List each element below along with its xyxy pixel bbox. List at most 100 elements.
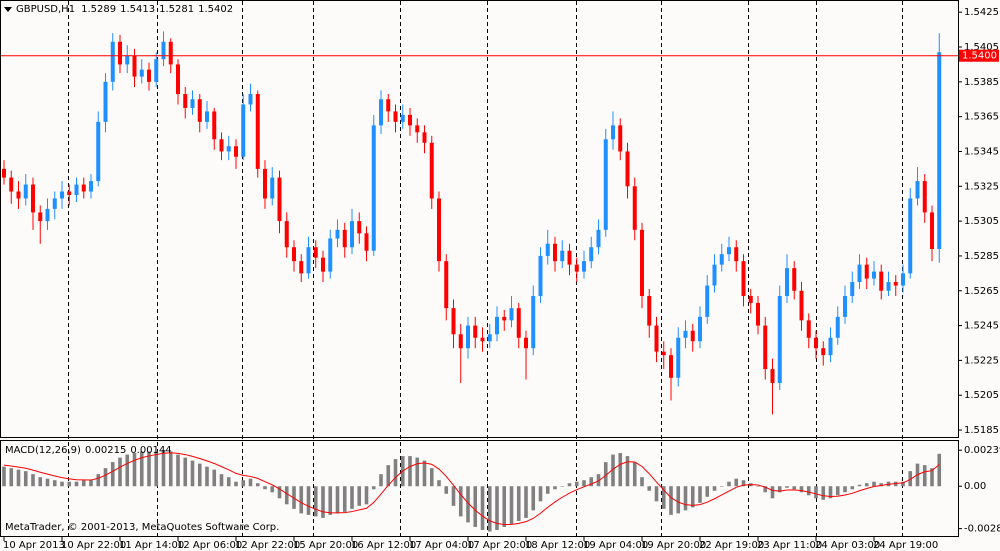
- high-value: 1.5413: [120, 4, 155, 15]
- macd-bar: [799, 486, 804, 493]
- macd-bar: [451, 486, 456, 506]
- macd-bar: [531, 486, 536, 511]
- macd-panel-border: [0, 440, 959, 537]
- macd-bar: [437, 480, 441, 487]
- candle-body: [277, 177, 282, 222]
- candle-body: [197, 99, 202, 122]
- macd-bar: [777, 486, 782, 493]
- menu-triangle: [4, 7, 12, 12]
- x-tick-label: 17 Apr 04:00: [409, 540, 474, 551]
- candle-body: [785, 268, 789, 296]
- macd-bar: [125, 454, 130, 487]
- candle-body: [792, 268, 797, 291]
- macd-bar: [16, 469, 21, 487]
- macd-bar: [31, 474, 35, 487]
- candle-body: [176, 64, 180, 95]
- candle-body: [139, 69, 144, 77]
- candle-body: [922, 181, 927, 213]
- candle-body: [263, 168, 267, 199]
- y-tick-label: 1.5345: [964, 146, 999, 157]
- macd-bar: [132, 453, 137, 487]
- macd-bar: [683, 486, 688, 511]
- candle-body: [118, 41, 122, 65]
- candle-body: [480, 337, 485, 342]
- macd-bar: [625, 456, 630, 487]
- candle-body: [698, 316, 702, 342]
- macd-bar: [632, 462, 637, 487]
- candle-body: [458, 334, 463, 349]
- macd-bar: [23, 471, 28, 487]
- macd-bar: [74, 481, 79, 487]
- candle-body: [451, 308, 456, 335]
- candle-body: [553, 243, 557, 262]
- macd-bar: [154, 451, 159, 487]
- macd-bar: [9, 468, 14, 487]
- macd-bar: [495, 486, 499, 530]
- macd-bar: [640, 477, 644, 487]
- macd-bar: [589, 477, 594, 487]
- candle-body: [741, 261, 746, 296]
- x-tick-label: 10 Apr 22:00: [61, 540, 126, 551]
- macd-bar: [284, 486, 289, 505]
- macd-bar: [727, 481, 731, 487]
- candle-body: [618, 125, 623, 152]
- candle-body: [161, 41, 166, 60]
- candle-body: [538, 255, 543, 296]
- candle-body: [38, 212, 43, 222]
- candle-body: [545, 243, 550, 256]
- macd-bar: [147, 451, 151, 487]
- candle-body: [647, 295, 652, 326]
- macd-bar: [821, 486, 826, 500]
- macd-bar: [538, 486, 543, 502]
- macd-bar: [408, 456, 412, 487]
- candle-body: [763, 325, 768, 370]
- macd-bar: [357, 486, 362, 506]
- candle-body: [864, 264, 869, 279]
- macd-bar: [444, 486, 449, 494]
- price-label: 1.5400: [962, 51, 997, 62]
- candle-body: [125, 55, 130, 65]
- candle-body: [226, 146, 231, 152]
- candle-body: [205, 111, 209, 122]
- macd-bar: [502, 486, 507, 527]
- y-tick-label: 1.5265: [964, 286, 999, 297]
- x-tick-label: 19 Apr 20:00: [641, 540, 706, 551]
- macd-bar: [618, 453, 623, 487]
- macd-bar: [139, 451, 144, 487]
- candle-body: [531, 295, 536, 349]
- candle-body: [487, 334, 492, 342]
- macd-bar: [719, 486, 724, 487]
- macd-bar: [661, 486, 666, 509]
- macd-bar: [567, 483, 572, 487]
- copyright: MetaTrader, © 2001-2013, MetaQuotes Soft…: [5, 522, 279, 533]
- macd-bar: [930, 468, 934, 487]
- macd-bar: [241, 480, 246, 487]
- macd-bar: [901, 481, 905, 487]
- macd-main-value: 0.00215: [85, 445, 126, 456]
- macd-bar: [611, 454, 615, 487]
- candle-body: [248, 94, 253, 105]
- x-tick-label: 23 Apr 11:00: [757, 540, 822, 551]
- macd-bar: [277, 486, 282, 499]
- candle-body: [284, 221, 289, 248]
- candle-body: [2, 168, 6, 178]
- symbol: GBPUSD,H1: [16, 4, 75, 15]
- y-tick-label: 1.5285: [964, 251, 999, 262]
- candle-body: [843, 295, 847, 317]
- y-tick-label: 1.5245: [964, 321, 999, 332]
- candle-body: [321, 257, 325, 272]
- macd-bar: [321, 486, 325, 518]
- candle-body: [799, 290, 804, 321]
- price-label-box: [959, 49, 999, 62]
- candle-body: [9, 177, 14, 192]
- candle-body: [930, 212, 934, 249]
- macd-bar: [741, 480, 746, 487]
- y-tick-label: 1.5185: [964, 425, 999, 436]
- macd-bar: [582, 480, 586, 487]
- candle-body: [350, 221, 354, 248]
- candle-body: [524, 337, 528, 349]
- macd-bar: [669, 486, 673, 515]
- candle-body: [589, 247, 594, 262]
- candle-body: [879, 271, 884, 291]
